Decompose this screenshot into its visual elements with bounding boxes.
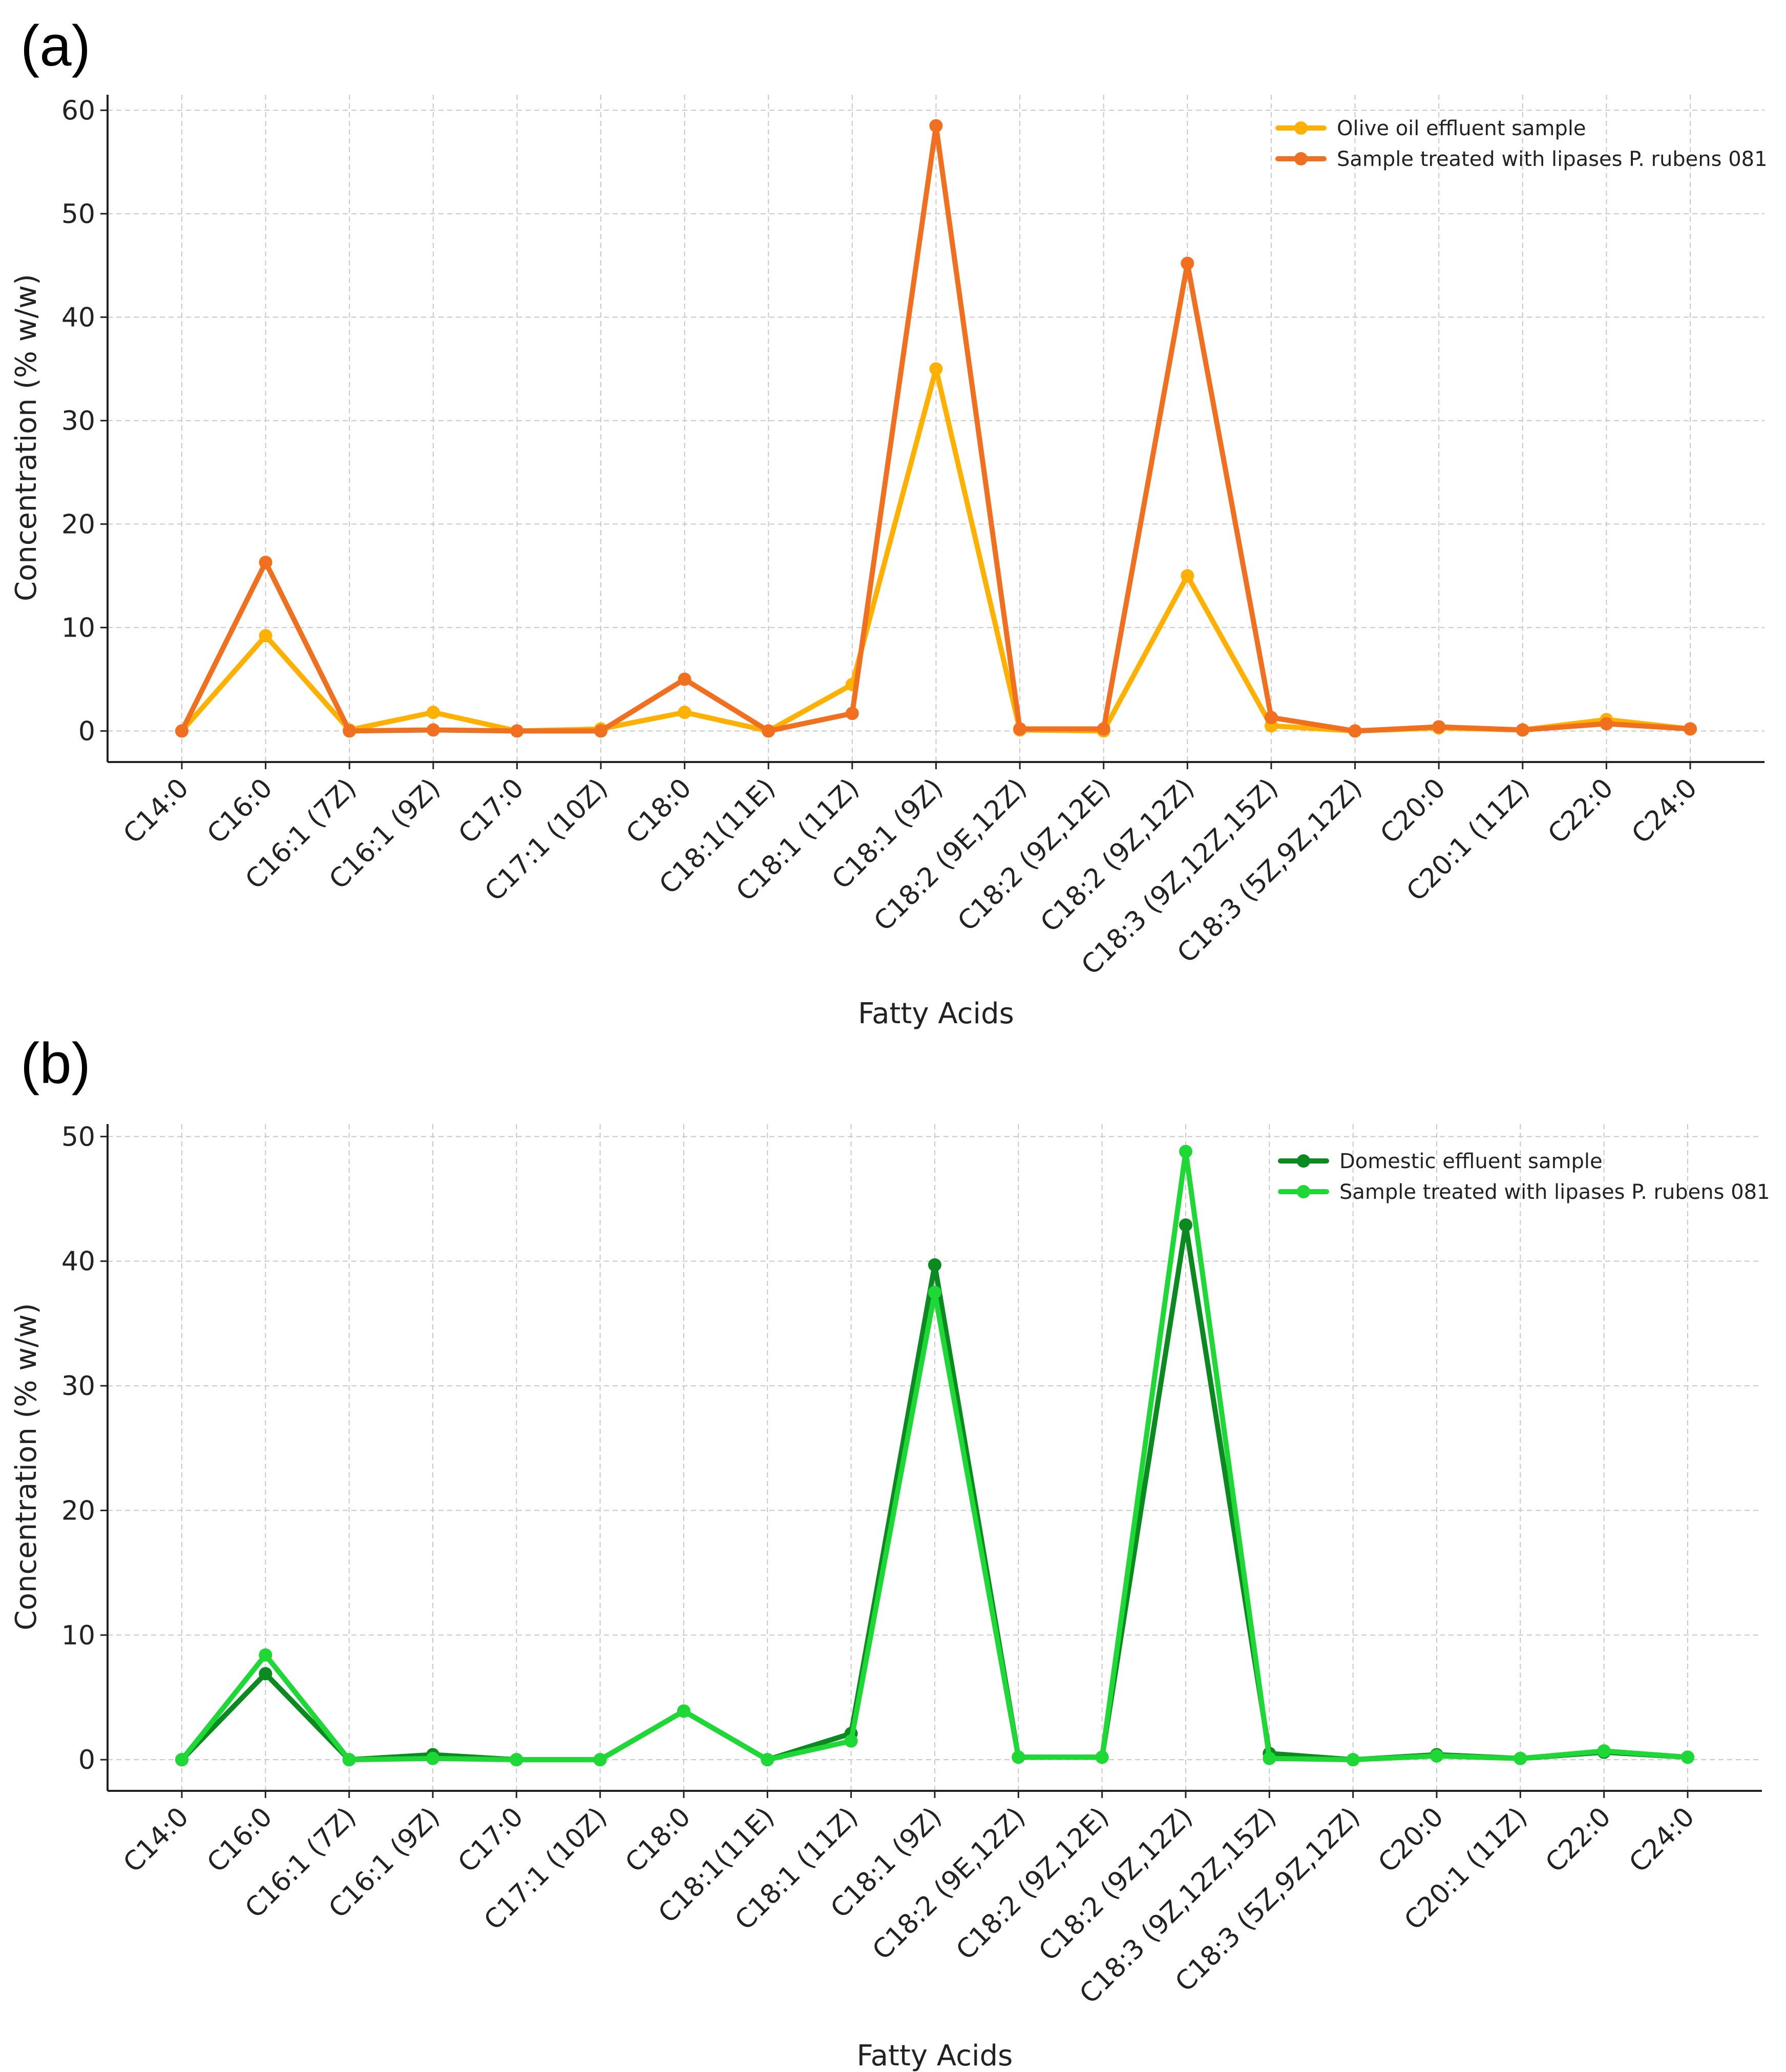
y-tick-label: 50 <box>61 1122 95 1152</box>
data-point-series-2 <box>175 1753 188 1767</box>
panel-label-b: (b) <box>20 1031 91 1095</box>
data-point-series-2 <box>929 119 943 133</box>
x-tick-label: C22:0 <box>1540 1802 1617 1879</box>
y-tick-label: 60 <box>61 95 95 126</box>
x-tick-label: C14:0 <box>118 773 195 850</box>
x-tick-label: C18:2 (9Z,12Z) <box>1033 1802 1199 1967</box>
data-point-series-2 <box>1684 722 1697 736</box>
x-axis-title: Fatty Acids <box>857 2039 1013 2072</box>
legend-label: Sample treated with lipases P. rubens 08… <box>1337 147 1768 171</box>
legend-swatch-marker <box>1297 1154 1310 1168</box>
data-point-series-2 <box>593 1753 607 1767</box>
x-tick-label: C17:0 <box>452 1802 530 1879</box>
data-point-series-2 <box>1181 257 1194 270</box>
data-point-series-2 <box>1681 1750 1694 1764</box>
data-point-series-1 <box>1181 569 1194 583</box>
data-point-series-1 <box>259 629 272 643</box>
x-tick-label: C18:2 (9E,12Z) <box>868 773 1033 937</box>
data-point-series-2 <box>259 556 272 569</box>
data-point-series-2 <box>1514 1751 1527 1765</box>
data-point-series-2 <box>510 724 524 738</box>
y-tick-label: 10 <box>61 612 95 643</box>
data-point-series-2 <box>1263 1751 1276 1765</box>
data-point-series-2 <box>678 672 691 686</box>
data-point-series-2 <box>175 724 188 738</box>
data-point-series-1 <box>678 706 691 720</box>
x-tick-label: C20:0 <box>1375 773 1452 850</box>
data-point-series-2 <box>1600 717 1613 731</box>
data-point-series-2 <box>343 724 356 738</box>
data-point-series-2 <box>426 723 440 737</box>
data-point-series-1 <box>259 1667 272 1681</box>
y-tick-label: 20 <box>61 509 95 540</box>
data-point-series-2 <box>1013 722 1027 736</box>
data-point-series-2 <box>761 1753 774 1767</box>
data-point-series-2 <box>928 1285 941 1299</box>
data-point-series-2 <box>1095 1750 1109 1764</box>
data-point-series-2 <box>844 1734 858 1748</box>
data-point-series-2 <box>845 707 859 721</box>
data-point-series-2 <box>510 1753 523 1767</box>
data-point-series-1 <box>1179 1218 1192 1232</box>
x-tick-label: C18:0 <box>620 1802 697 1879</box>
legend-swatch-marker <box>1294 152 1308 165</box>
x-tick-label: C20:0 <box>1373 1802 1450 1879</box>
data-point-series-1 <box>928 1258 941 1272</box>
panel-label-a: (a) <box>20 14 91 78</box>
legend-label: Olive oil effluent sample <box>1337 117 1586 140</box>
legend-swatch-marker <box>1297 1185 1310 1198</box>
data-point-series-2 <box>594 724 608 738</box>
y-tick-label: 30 <box>61 406 95 436</box>
y-tick-label: 0 <box>78 1745 95 1775</box>
y-tick-label: 0 <box>78 716 95 747</box>
data-point-series-2 <box>1430 1749 1443 1763</box>
y-tick-label: 10 <box>61 1620 95 1651</box>
data-point-series-2 <box>1597 1744 1611 1758</box>
x-tick-label: C18:2 (9Z,12Z) <box>1035 773 1200 938</box>
data-point-series-2 <box>1179 1145 1192 1158</box>
data-point-series-1 <box>929 362 943 376</box>
x-tick-label: C16:0 <box>201 1802 279 1879</box>
x-tick-label: C24:0 <box>1626 773 1704 850</box>
y-tick-label: 40 <box>61 1246 95 1277</box>
data-point-series-2 <box>1097 722 1110 736</box>
data-point-series-2 <box>259 1648 272 1662</box>
data-point-series-2 <box>677 1704 690 1718</box>
y-axis-title: Concentration (% w/w) <box>10 1303 43 1630</box>
data-point-series-2 <box>342 1753 356 1767</box>
x-tick-label: C22:0 <box>1542 773 1620 850</box>
x-tick-label: C16:0 <box>201 773 279 850</box>
data-point-series-1 <box>426 706 440 720</box>
data-point-series-2 <box>426 1751 439 1765</box>
data-point-series-2 <box>1012 1750 1025 1764</box>
x-axis-title: Fatty Acids <box>858 997 1014 1030</box>
x-tick-label: C18:0 <box>620 773 698 850</box>
x-tick-label: C18:2 (9E,12Z) <box>867 1802 1031 1966</box>
legend-label: Sample treated with lipases P. rubens 08… <box>1339 1180 1770 1204</box>
data-point-series-2 <box>1264 711 1278 725</box>
x-tick-label: C17:0 <box>453 773 530 850</box>
y-tick-label: 20 <box>61 1495 95 1526</box>
x-tick-label: C14:0 <box>118 1802 195 1879</box>
data-point-series-2 <box>1516 723 1529 737</box>
data-point-series-2 <box>1348 724 1362 738</box>
x-tick-label: C18:2 (9Z,12E) <box>951 1802 1115 1966</box>
y-tick-label: 50 <box>61 199 95 229</box>
data-point-series-2 <box>762 724 775 738</box>
y-tick-label: 40 <box>61 302 95 333</box>
x-tick-label: C18:2 (9Z,12E) <box>952 773 1117 937</box>
y-axis-title: Concentration (% w/w) <box>10 274 43 601</box>
x-tick-label: C24:0 <box>1624 1802 1701 1879</box>
legend-swatch-marker <box>1294 121 1308 135</box>
legend-label: Domestic effluent sample <box>1339 1150 1603 1173</box>
data-point-series-2 <box>1432 720 1446 734</box>
data-point-series-2 <box>1346 1753 1360 1767</box>
y-tick-label: 30 <box>61 1371 95 1402</box>
